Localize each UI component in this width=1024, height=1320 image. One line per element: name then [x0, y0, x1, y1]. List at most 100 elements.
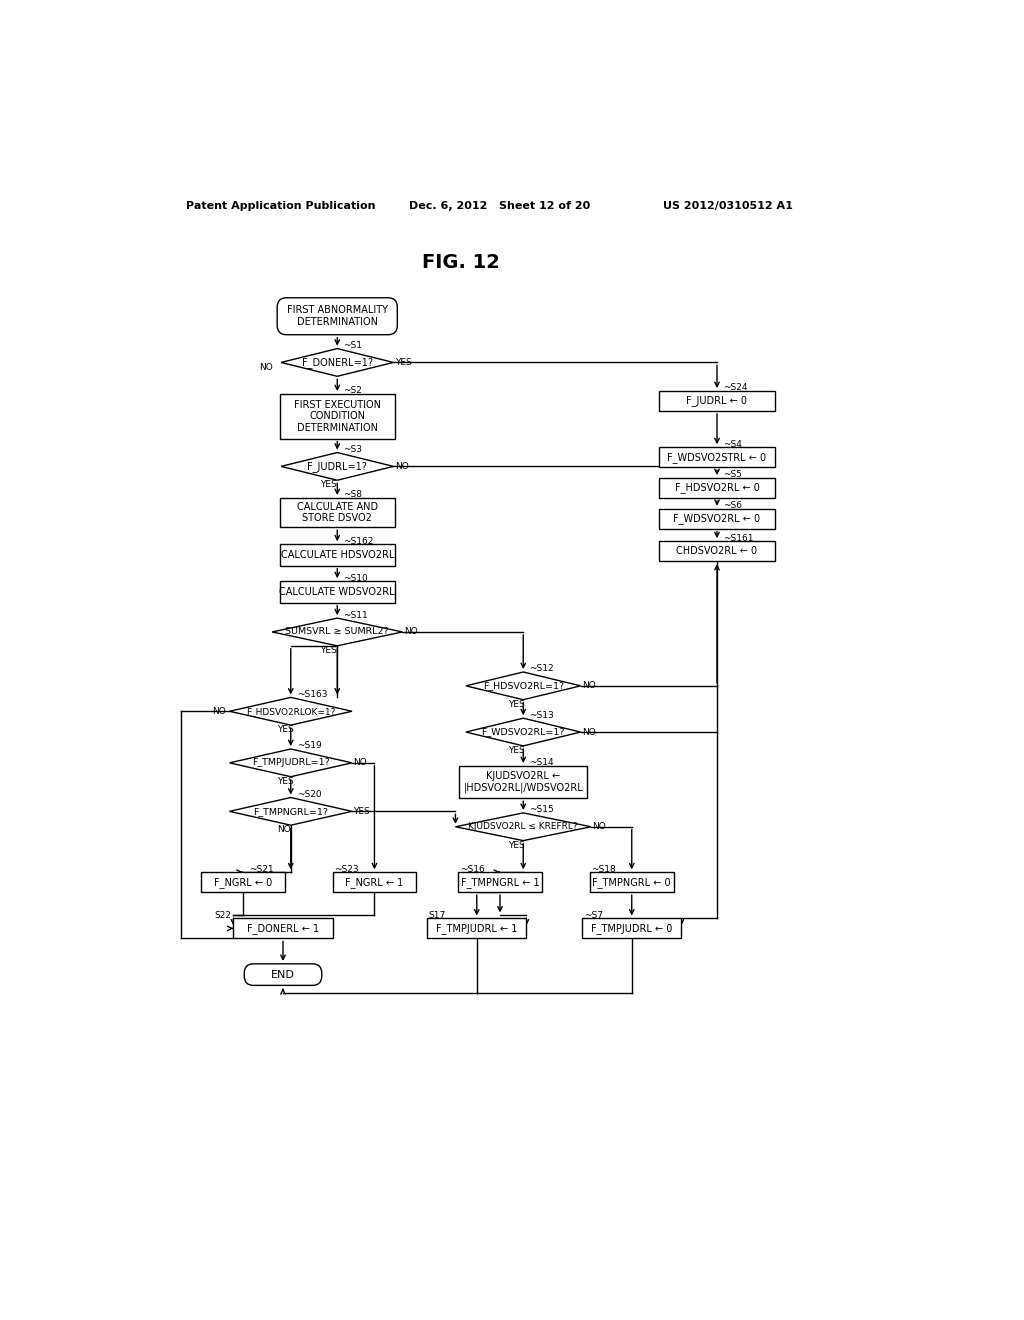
Text: CALCULATE WDSVO2RL: CALCULATE WDSVO2RL [280, 587, 395, 597]
Text: F_TMPNGRL ← 0: F_TMPNGRL ← 0 [593, 876, 671, 887]
Text: YES: YES [508, 746, 524, 755]
Text: NO: NO [212, 706, 226, 715]
Text: ~S163: ~S163 [297, 690, 328, 698]
Text: END: END [271, 970, 295, 979]
Bar [427, 919, 526, 939]
Text: ~S20: ~S20 [297, 789, 322, 799]
Text: F_WDSVO2STRL ← 0: F_WDSVO2STRL ← 0 [668, 451, 767, 462]
Text: F_DONERL=1?: F_DONERL=1? [302, 356, 373, 368]
Bar [658, 508, 775, 529]
Text: NO: NO [395, 462, 409, 471]
Text: F_WDSVO2RL=1?: F_WDSVO2RL=1? [481, 727, 565, 737]
Text: YES: YES [395, 358, 412, 367]
Polygon shape [281, 348, 393, 376]
Bar [233, 919, 333, 939]
Bar [201, 873, 285, 892]
Text: F_HDSVO2RL=1?: F_HDSVO2RL=1? [482, 681, 564, 690]
Bar [333, 873, 417, 892]
Text: NO: NO [276, 825, 291, 834]
Text: SUMSVRL ≥ SUMRL2?: SUMSVRL ≥ SUMRL2? [286, 627, 389, 636]
Text: F_JUDRL=1?: F_JUDRL=1? [307, 461, 368, 471]
Polygon shape [466, 718, 581, 746]
Text: ~S8: ~S8 [343, 491, 362, 499]
Text: ~S7: ~S7 [584, 911, 603, 920]
Text: ~S24: ~S24 [723, 383, 748, 392]
Text: KJUDSVO2RL ←
|HDSVO2RL|/WDSVO2RL: KJUDSVO2RL ← |HDSVO2RL|/WDSVO2RL [464, 771, 583, 793]
Text: ~S13: ~S13 [529, 710, 554, 719]
Bar [280, 395, 394, 438]
Text: YES: YES [353, 807, 371, 816]
Text: ~S161: ~S161 [723, 533, 754, 543]
Polygon shape [229, 697, 352, 725]
Text: F_TMPJUDRL ← 1: F_TMPJUDRL ← 1 [436, 923, 517, 933]
Polygon shape [466, 672, 581, 700]
Text: ~S14: ~S14 [529, 759, 554, 767]
Bar [658, 391, 775, 411]
Text: NO: NO [583, 727, 596, 737]
Polygon shape [229, 797, 352, 825]
Bar [280, 498, 394, 527]
Text: ~S16: ~S16 [460, 865, 484, 874]
Bar [583, 919, 681, 939]
Bar [460, 766, 587, 799]
FancyBboxPatch shape [245, 964, 322, 985]
Text: ~S12: ~S12 [529, 664, 554, 673]
Bar [658, 447, 775, 467]
Text: ~S11: ~S11 [343, 611, 369, 619]
Bar [458, 873, 542, 892]
Polygon shape [272, 618, 402, 645]
Text: S22: S22 [215, 911, 231, 920]
Text: NO: NO [259, 363, 273, 371]
Text: CHDSVO2RL ← 0: CHDSVO2RL ← 0 [677, 546, 758, 556]
Text: F_DONERL ← 1: F_DONERL ← 1 [247, 923, 319, 933]
Text: ~S3: ~S3 [343, 445, 362, 454]
Text: F_TMPNGRL ← 1: F_TMPNGRL ← 1 [461, 876, 540, 887]
Text: NO: NO [353, 759, 368, 767]
Bar [280, 544, 394, 566]
Text: ~S23: ~S23 [334, 865, 358, 874]
Text: ~S19: ~S19 [297, 742, 322, 750]
Text: F_TMPJUDRL=1?: F_TMPJUDRL=1? [252, 759, 330, 767]
Text: ~S5: ~S5 [723, 470, 742, 479]
Text: ~S6: ~S6 [723, 502, 742, 510]
Text: US 2012/0310512 A1: US 2012/0310512 A1 [663, 201, 793, 211]
Text: ~S10: ~S10 [343, 574, 369, 582]
Bar [280, 581, 394, 603]
Text: ~S4: ~S4 [723, 440, 742, 449]
Text: ~S15: ~S15 [529, 805, 554, 814]
Text: YES: YES [508, 841, 524, 850]
Text: ~S18: ~S18 [592, 865, 616, 874]
Polygon shape [281, 453, 393, 480]
Text: F_HDSVO2RLOK=1?: F_HDSVO2RLOK=1? [246, 706, 336, 715]
Text: YES: YES [276, 725, 294, 734]
Text: F_TMPJUDRL ← 0: F_TMPJUDRL ← 0 [591, 923, 673, 933]
Text: CALCULATE HDSVO2RL: CALCULATE HDSVO2RL [281, 550, 394, 560]
Polygon shape [229, 748, 352, 776]
Text: ~S1: ~S1 [343, 341, 362, 350]
Text: ~S21: ~S21 [249, 865, 273, 874]
Text: Patent Application Publication: Patent Application Publication [186, 201, 376, 211]
Bar [658, 478, 775, 498]
Text: ~S162: ~S162 [343, 537, 374, 545]
Text: YES: YES [276, 777, 294, 785]
Text: KJUDSVO2RL ≤ KREFRL?: KJUDSVO2RL ≤ KREFRL? [468, 822, 579, 832]
Text: Dec. 6, 2012   Sheet 12 of 20: Dec. 6, 2012 Sheet 12 of 20 [409, 201, 590, 211]
Text: CALCULATE AND
STORE DSVO2: CALCULATE AND STORE DSVO2 [297, 502, 378, 524]
Text: YES: YES [321, 645, 337, 655]
FancyBboxPatch shape [278, 298, 397, 335]
Text: YES: YES [508, 700, 524, 709]
Text: YES: YES [321, 480, 337, 490]
Bar [658, 541, 775, 561]
Text: ~S2: ~S2 [343, 387, 362, 396]
Text: FIRST EXECUTION
CONDITION
DETERMINATION: FIRST EXECUTION CONDITION DETERMINATION [294, 400, 381, 433]
Text: NO: NO [403, 627, 418, 636]
Text: NO: NO [593, 822, 606, 832]
Text: F_WDSVO2RL ← 0: F_WDSVO2RL ← 0 [674, 513, 761, 524]
Text: S17: S17 [429, 911, 445, 920]
Text: F_TMPNGRL=1?: F_TMPNGRL=1? [253, 807, 329, 816]
Bar [590, 873, 674, 892]
Text: F_HDSVO2RL ← 0: F_HDSVO2RL ← 0 [675, 483, 760, 494]
Text: F_JUDRL ← 0: F_JUDRL ← 0 [686, 396, 748, 407]
Text: FIRST ABNORMALITY
DETERMINATION: FIRST ABNORMALITY DETERMINATION [287, 305, 388, 327]
Text: FIG. 12: FIG. 12 [422, 253, 500, 272]
